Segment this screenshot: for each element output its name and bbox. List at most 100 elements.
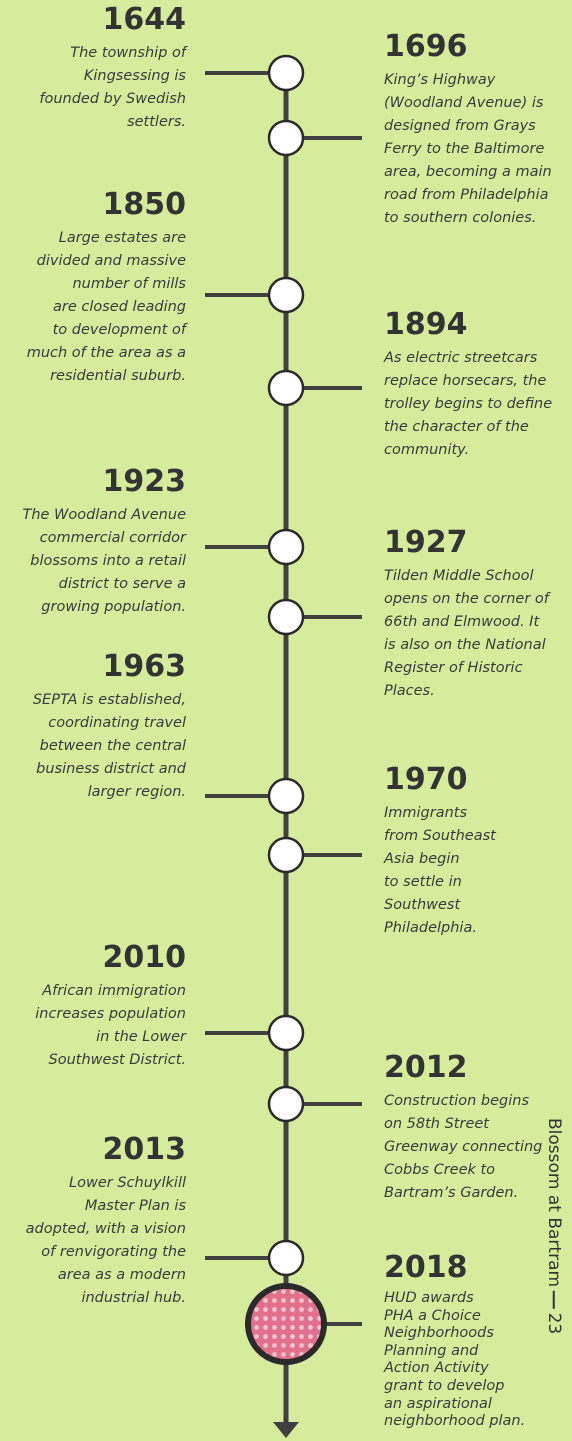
- description-line: in the Lower: [96, 1029, 186, 1045]
- description-line: Cobbs Creek to: [384, 1162, 496, 1178]
- description-line: Asia begin: [384, 851, 460, 867]
- sidebar-title: Blossom at Bartram: [544, 1118, 564, 1288]
- description-line: African immigration: [42, 983, 186, 999]
- description-line: replace horsecars, the: [384, 373, 547, 389]
- description-line: Southwest District.: [48, 1052, 186, 1068]
- description-line: to development of: [52, 322, 186, 338]
- description-line: area as a modern: [57, 1267, 186, 1283]
- marker: [267, 836, 305, 874]
- description-line: trolley begins to define: [384, 396, 553, 412]
- description-line: road from Philadelphia: [384, 187, 549, 203]
- description-line: Action Activity: [384, 1360, 489, 1377]
- description-line: coordinating travel: [48, 715, 186, 731]
- sidebar: Blossom at Bartram 23: [544, 1118, 564, 1334]
- description-line: HUD awards: [384, 1290, 474, 1306]
- event-description: SEPTA is established, coordinating travel…: [33, 689, 186, 804]
- event-year: 2010: [102, 940, 187, 975]
- event-year: 1894: [384, 307, 468, 342]
- event-description: King’s Highway (Woodland Avenue) is design…: [384, 69, 552, 230]
- description-line: Register of Historic: [384, 660, 523, 676]
- event-description: African immigration increases population i…: [35, 980, 186, 1072]
- description-line: As electric streetcars: [384, 350, 538, 366]
- description-line: Lower Schuylkill: [69, 1175, 186, 1191]
- event-year: 2013: [102, 1132, 187, 1167]
- description-line: 66th and Elmwood. It: [384, 614, 540, 630]
- event-year: 1963: [102, 649, 187, 684]
- description-line: opens on the corner of: [384, 591, 549, 607]
- description-line: Places.: [384, 683, 435, 699]
- event-description: As electric streetcars replace horsecars,…: [384, 347, 552, 462]
- description-line: much of the area as a: [26, 345, 186, 361]
- description-line: area, becoming a main: [384, 164, 552, 180]
- marker: [267, 369, 305, 407]
- description-line: of renvigorating the: [41, 1244, 186, 1260]
- event-description: Tilden Middle School opens on the corner …: [384, 565, 549, 703]
- description-line: on 58th Street: [384, 1116, 489, 1132]
- event-year: 2012: [384, 1050, 468, 1085]
- description-line: the character of the: [384, 419, 529, 435]
- event-description: The township of Kingsessing is founded by …: [39, 42, 186, 134]
- marker: [267, 1085, 305, 1123]
- marker: [267, 54, 305, 92]
- description-line: grant to develop: [384, 1377, 505, 1394]
- marker: [267, 1014, 305, 1052]
- event-year: 1696: [384, 29, 468, 64]
- description-line: Neighborhoods: [384, 1325, 494, 1342]
- event-description: Large estates are divided and massive numb…: [27, 227, 186, 388]
- event-description: Immigrants from Southeast Asia begin to set…: [384, 802, 496, 940]
- description-line: increases population: [35, 1006, 186, 1022]
- description-line: commercial corridor: [39, 530, 186, 546]
- description-line: King’s Highway: [384, 72, 496, 88]
- description-line: Large estates are: [58, 230, 186, 246]
- description-line: district to serve a: [58, 576, 186, 592]
- description-line: are closed leading: [53, 299, 186, 315]
- description-line: residential suburb.: [50, 368, 186, 384]
- description-line: Philadelphia.: [384, 920, 477, 936]
- description-line: SEPTA is established,: [32, 692, 186, 708]
- marker: [267, 598, 305, 636]
- description-line: founded by Swedish: [39, 91, 186, 107]
- description-line: to settle in: [384, 874, 462, 890]
- description-line: industrial hub.: [81, 1290, 186, 1306]
- description-line: The Woodland Avenue: [22, 507, 186, 523]
- description-line: Tilden Middle School: [384, 568, 534, 584]
- description-line: an aspirational: [384, 1395, 492, 1412]
- description-line: Immigrants: [384, 805, 468, 821]
- event-description: Construction begins on 58th Street Greenwa…: [384, 1090, 542, 1205]
- current-marker: [245, 1283, 327, 1365]
- marker: [267, 276, 305, 314]
- description-line: Ferry to the Baltimore: [384, 141, 545, 157]
- arrow-head: [273, 1422, 299, 1438]
- description-line: Southwest: [384, 897, 461, 913]
- description-line: Planning and: [384, 1342, 479, 1359]
- description-line: settlers.: [127, 114, 186, 130]
- marker: [267, 119, 305, 157]
- description-line: (Woodland Avenue) is: [384, 95, 544, 111]
- description-line: between the central: [39, 738, 186, 754]
- description-line: from Southeast: [384, 828, 496, 844]
- event-year: 1923: [102, 464, 187, 499]
- event-description: HUD awards PHA a Choice Neighborhoods Plann…: [384, 1290, 525, 1431]
- event-year: 1970: [384, 762, 468, 797]
- description-line: Construction begins: [384, 1093, 530, 1109]
- description-line: Greenway connecting: [384, 1139, 543, 1155]
- event-year: 2018: [384, 1250, 468, 1285]
- description-line: designed from Grays: [384, 118, 536, 134]
- description-line: Bartram’s Garden.: [384, 1185, 519, 1201]
- description-line: is also on the National: [384, 637, 546, 653]
- page-number: 23: [544, 1312, 564, 1335]
- marker: [267, 528, 305, 566]
- description-line: community.: [384, 442, 470, 458]
- description-line: larger region.: [87, 784, 186, 800]
- description-line: PHA a Choice: [384, 1307, 481, 1324]
- marker: [267, 1239, 305, 1277]
- event-description: Lower Schuylkill Master Plan is adopted, w…: [26, 1172, 186, 1310]
- separator: [553, 1290, 555, 1309]
- description-line: business district and: [36, 761, 186, 777]
- description-line: growing population.: [41, 599, 186, 615]
- event-description: The Woodland Avenue commercial corridor bl…: [22, 504, 186, 619]
- description-line: adopted, with a vision: [25, 1221, 186, 1237]
- description-line: to southern colonies.: [384, 210, 537, 226]
